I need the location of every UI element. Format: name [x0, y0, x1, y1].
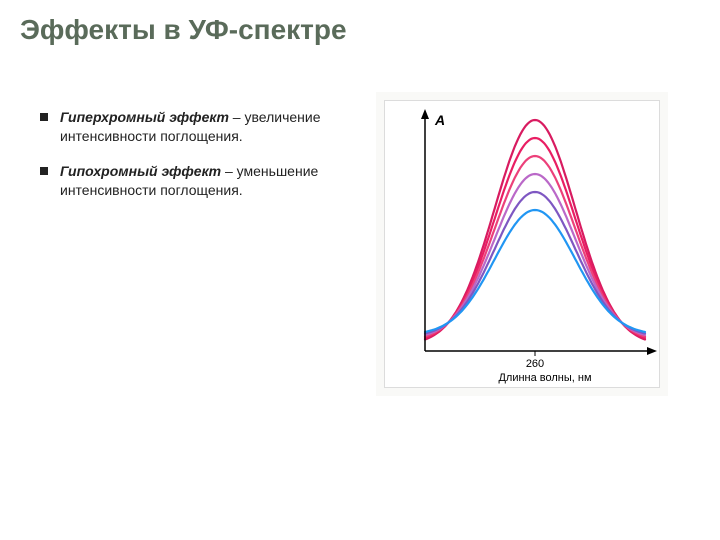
chart-container: A 260 Длинна волны, нм — [376, 92, 668, 396]
svg-text:Длинна волны, нм: Длинна волны, нм — [498, 372, 591, 384]
bullet-list: Гиперхромный эффект – увеличение интенси… — [40, 108, 340, 200]
chart-inner: A 260 Длинна волны, нм — [384, 100, 660, 388]
svg-text:A: A — [434, 112, 445, 128]
uv-spectrum-chart: A 260 Длинна волны, нм — [385, 101, 659, 387]
page-title: Эффекты в УФ-спектре — [20, 14, 347, 46]
bullet-content: Гиперхромный эффект – увеличение интенси… — [40, 108, 340, 216]
svg-text:260: 260 — [526, 358, 544, 370]
list-item: Гиперхромный эффект – увеличение интенси… — [40, 108, 340, 146]
term-text: Гипохромный эффект — [60, 163, 221, 179]
list-item: Гипохромный эффект – уменьшение интенсив… — [40, 162, 340, 200]
term-text: Гиперхромный эффект — [60, 109, 229, 125]
